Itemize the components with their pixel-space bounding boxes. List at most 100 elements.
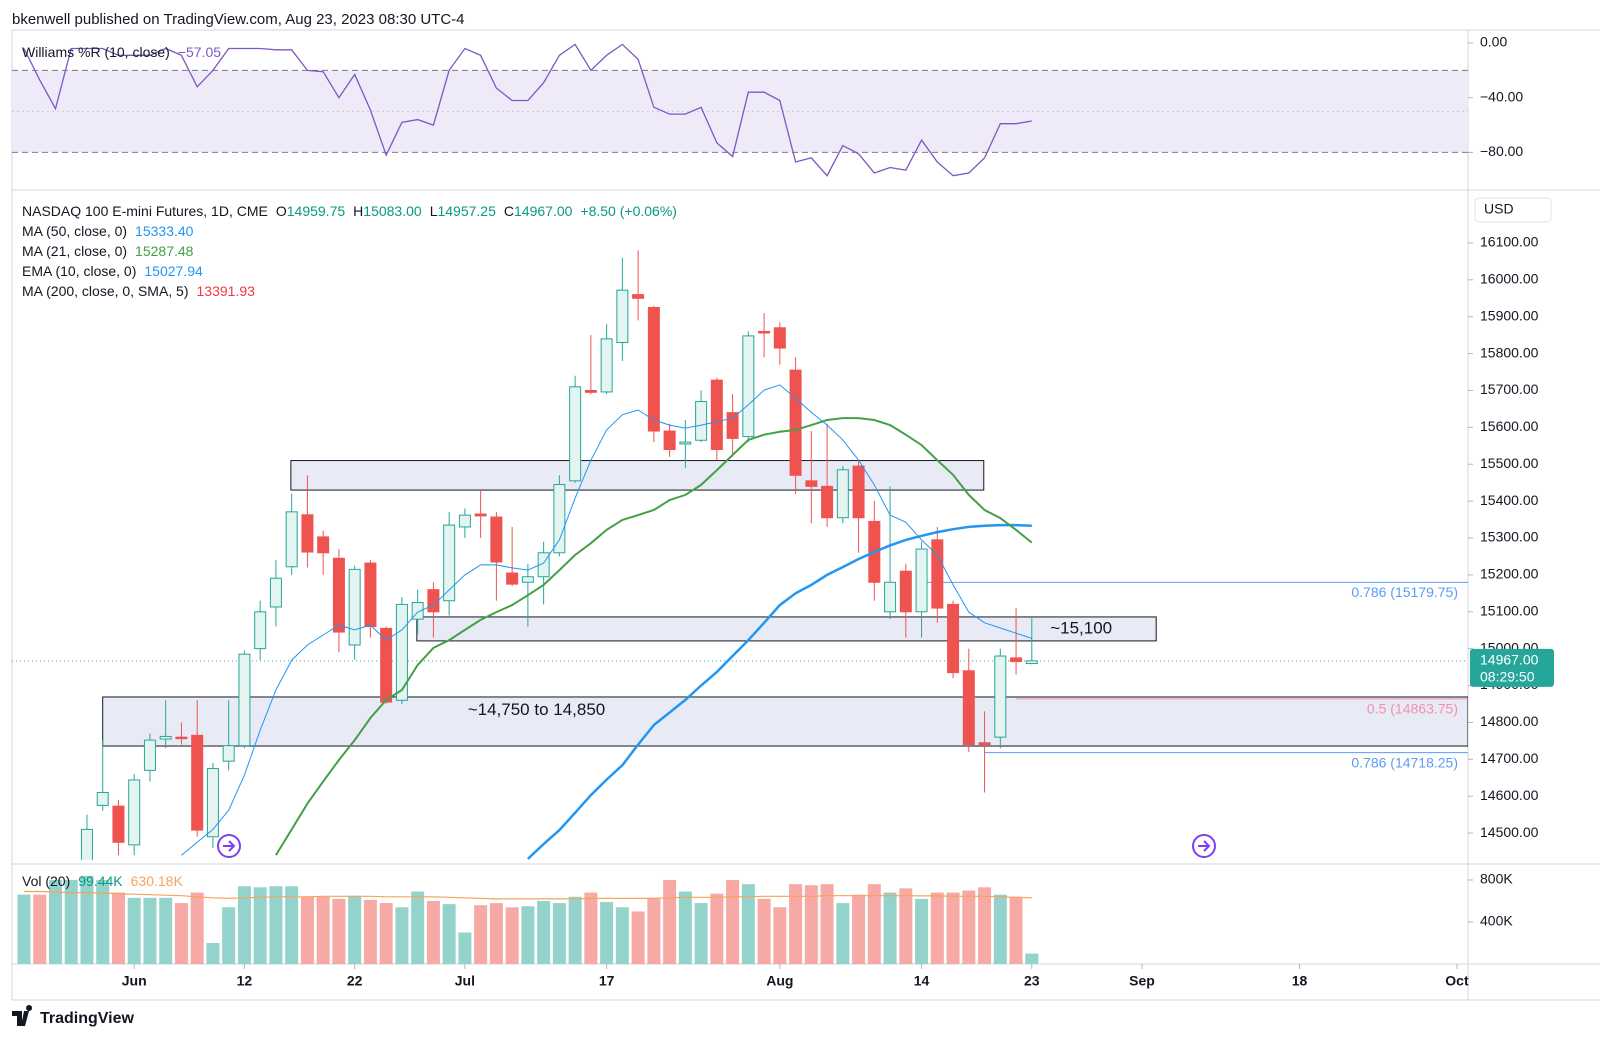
candle-body [506, 572, 519, 585]
candle-body [931, 539, 944, 609]
volume-bar [222, 907, 236, 964]
volume-bar [64, 879, 78, 964]
last-price-label: 14967.00 [1480, 652, 1539, 668]
ohlc-value: 14959.75 [287, 203, 346, 219]
volume-bar [915, 898, 929, 964]
legend-value: 99.44K [78, 873, 123, 889]
publisher-line: bkenwell published on TradingView.com, A… [12, 11, 465, 28]
change-value: +8.50 (+0.06%) [580, 203, 677, 219]
volume-bar [96, 879, 110, 964]
ohlc-label: O [276, 203, 287, 219]
candle-body [143, 739, 156, 771]
currency-box [1474, 197, 1552, 223]
candle-body [80, 828, 93, 860]
candle-body [789, 369, 802, 476]
volume-bar [206, 942, 220, 964]
candle-body [159, 735, 172, 740]
volume-bar [80, 875, 94, 964]
y-tick-label: 15700.00 [1480, 381, 1539, 397]
candle-body [112, 805, 125, 843]
y-tick-label: 15300.00 [1480, 529, 1539, 545]
candle-body [647, 306, 660, 432]
volume-bar [789, 884, 803, 964]
y-tick-label: 400K [1480, 913, 1513, 929]
replay-icon[interactable] [217, 834, 241, 858]
volume-bar [237, 886, 251, 964]
candle-body [695, 401, 708, 441]
y-tick-label: 14600.00 [1480, 787, 1539, 803]
volume-bar [694, 903, 708, 964]
volume-bar [348, 895, 362, 964]
candle-body [915, 548, 928, 613]
y-tick-label: 15900.00 [1480, 307, 1539, 323]
candle-body [836, 469, 849, 519]
candle-body [332, 557, 345, 633]
volume-bar [17, 894, 31, 964]
ohlc-value: 14957.25 [437, 203, 496, 219]
y-tick-label: 15400.00 [1480, 492, 1539, 508]
oscillator-legend: Williams %R (10, close) −57.05 [22, 44, 221, 60]
legend-name: MA (50, close, 0) [22, 223, 127, 239]
legend-symbol: NASDAQ 100 E-mini Futures, 1D, CME [22, 203, 268, 219]
candle-body [96, 792, 109, 806]
candle-body [553, 484, 566, 554]
x-tick-label: Sep [1129, 973, 1155, 989]
legend-title: NASDAQ 100 E-mini Futures, 1D, CME O14959… [22, 203, 677, 219]
volume-bar [190, 892, 204, 964]
volume-bar [946, 892, 960, 964]
ohlc-label: C [504, 203, 514, 219]
volume-bar [285, 886, 299, 964]
candle-body [1025, 660, 1038, 665]
candle-body [899, 570, 912, 613]
legend-item: MA (200, close, 0, SMA, 5) 13391.93 [22, 283, 255, 299]
candle-body [742, 335, 755, 438]
x-tick-label: Aug [766, 973, 793, 989]
candle-body [285, 511, 298, 568]
candle-body [805, 480, 818, 487]
fib-label: 0.786 (14718.25) [1351, 754, 1458, 770]
replay-icon[interactable] [1192, 834, 1216, 858]
volume-bar [489, 903, 503, 964]
candle-body [1010, 657, 1023, 663]
candle-body [238, 653, 251, 747]
volume-bar [899, 888, 913, 964]
currency-label: USD [1484, 201, 1514, 217]
candle-body [600, 338, 613, 393]
volume-bar [1025, 953, 1039, 964]
volume-bar [773, 907, 787, 964]
williams-line [23, 43, 1032, 177]
candle-body [206, 768, 219, 838]
legend-name: MA (21, close, 0) [22, 243, 127, 259]
candle-body [222, 745, 235, 762]
volume-legend: Vol (20) 99.44K 630.18K [22, 873, 183, 889]
fib-label: 0.786 (15179.75) [1351, 584, 1458, 600]
indicator-line [275, 417, 1033, 856]
candle-body [521, 576, 534, 583]
volume-bar [552, 903, 566, 964]
volume-bar [568, 896, 582, 964]
y-tick-label: 15500.00 [1480, 455, 1539, 471]
volume-bar [993, 894, 1007, 964]
volume-bar [363, 899, 377, 964]
candle-body [395, 603, 408, 701]
candle-body [994, 655, 1007, 738]
volume-bar [930, 892, 944, 964]
candle-body [380, 627, 393, 703]
volume-bar [978, 887, 992, 964]
volume-bar [883, 892, 897, 964]
zone [290, 460, 985, 491]
legend-item: MA (21, close, 0) 15287.48 [22, 243, 194, 259]
volume-bar [300, 896, 314, 964]
countdown-label: 08:29:50 [1480, 669, 1535, 685]
candle-body [269, 577, 282, 608]
candle-body [443, 524, 456, 602]
candle-body [427, 589, 440, 613]
volume-bar [253, 887, 267, 964]
volume-bar [174, 903, 188, 964]
ohlc-label: L [430, 203, 438, 219]
volume-bar [631, 911, 645, 964]
volume-bar [521, 906, 535, 964]
